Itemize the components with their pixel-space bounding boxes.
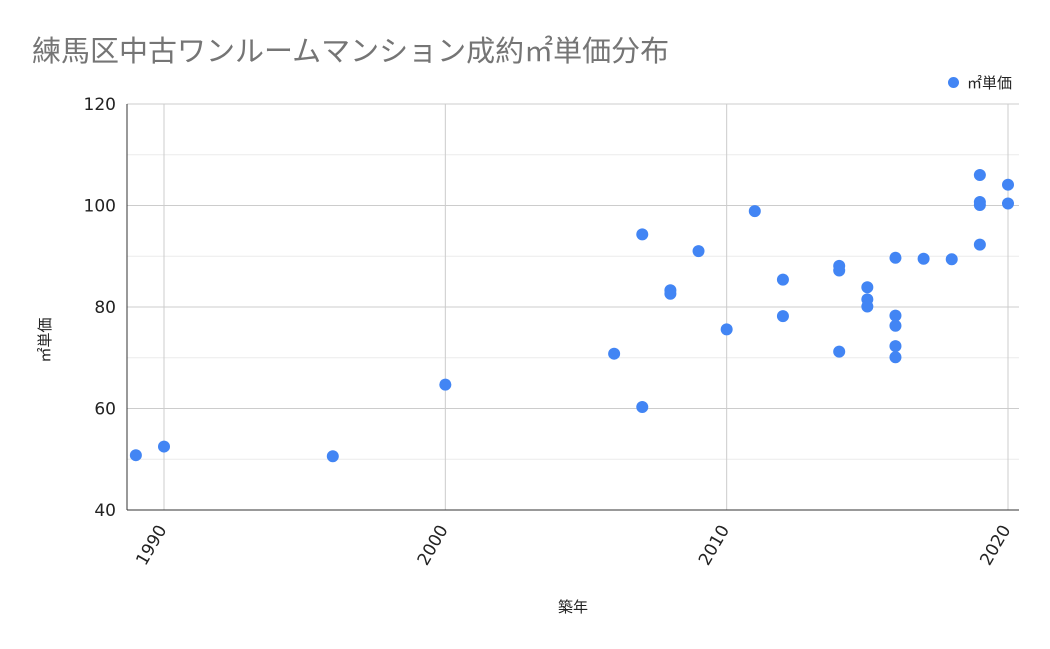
data-point (973, 238, 986, 251)
data-point (833, 345, 846, 358)
axes: 40 60 80 100 120 1990 2000 2010 2020 (84, 95, 1019, 569)
y-tick-label: 100 (84, 197, 116, 217)
data-point (776, 273, 789, 286)
data-points (129, 169, 1014, 463)
data-point (889, 351, 902, 364)
data-point (861, 281, 874, 294)
data-point (326, 450, 339, 463)
data-point (748, 205, 761, 218)
data-point (158, 440, 170, 453)
data-point (664, 287, 677, 300)
data-point (973, 198, 986, 211)
data-point (636, 400, 649, 413)
chart-title: 練馬区中古ワンルームマンション成約㎡単価分布 (32, 34, 670, 68)
y-axis-label: ㎡単価 (36, 317, 54, 362)
data-point (1002, 178, 1014, 191)
legend: ㎡単価 (947, 72, 1012, 93)
legend-marker (947, 77, 959, 88)
data-point (861, 300, 874, 313)
y-tick-label: 40 (94, 501, 116, 521)
legend-label: ㎡単価 (966, 74, 1012, 92)
data-point (776, 310, 789, 323)
x-tick-label: 2020 (976, 522, 1015, 569)
data-point (608, 347, 621, 360)
data-point (889, 340, 902, 353)
y-tick-label: 120 (84, 95, 116, 115)
data-point (692, 245, 705, 258)
y-tick-label: 80 (94, 298, 116, 318)
x-tick-label: 2010 (695, 522, 734, 569)
x-tick-label: 2000 (414, 522, 453, 569)
y-tick-label: 60 (94, 400, 116, 420)
data-point (889, 319, 902, 332)
data-point (945, 253, 958, 266)
data-point (833, 264, 846, 277)
data-point (129, 449, 142, 462)
data-point (889, 251, 902, 264)
data-point (973, 169, 986, 182)
x-tick-label: 1990 (132, 522, 171, 569)
data-point (636, 228, 649, 241)
data-point (889, 309, 902, 322)
data-point (439, 378, 452, 391)
data-point (720, 323, 733, 336)
grid-lines (127, 103, 1019, 511)
data-point (1002, 197, 1014, 210)
data-point (917, 252, 930, 265)
x-axis-label: 築年 (558, 598, 588, 616)
